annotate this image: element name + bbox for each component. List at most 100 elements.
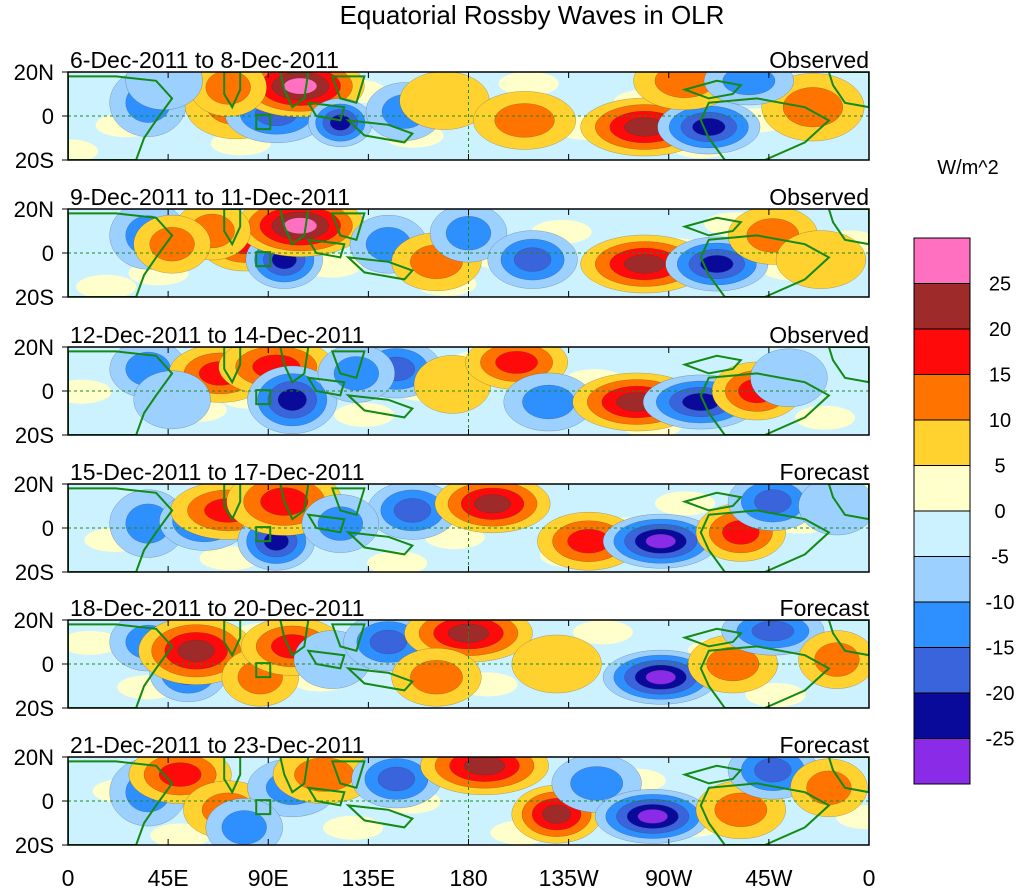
coastline: [681, 491, 743, 512]
reference-box: [255, 526, 272, 543]
coastline: [345, 667, 415, 692]
anomaly-contour: [494, 103, 555, 138]
x-axis: 0 45E 90E 135E 180 135W 90W 45W 0: [62, 865, 876, 890]
coastline: [279, 72, 310, 109]
anomaly-contour: [624, 254, 666, 274]
coastline: [306, 376, 346, 397]
coastline: [223, 757, 242, 795]
anomaly-contour: [317, 506, 363, 541]
anomaly-contour: [283, 77, 318, 95]
coastline: [306, 513, 346, 534]
panel-status: Forecast: [780, 732, 870, 758]
colorbar-swatch: [913, 510, 971, 557]
colorbar-swatch: [913, 738, 971, 785]
anomaly-contour: [798, 484, 869, 536]
coastline: [699, 97, 831, 160]
coastline: [345, 804, 415, 829]
coastline: [345, 119, 415, 144]
anomaly-contour: [410, 660, 463, 695]
coastline: [699, 782, 831, 845]
colorbar-label: -15: [986, 638, 1015, 660]
coastline: [279, 620, 310, 657]
anomaly-contour: [751, 620, 795, 642]
field-patch: [745, 682, 806, 707]
coastline: [306, 649, 346, 670]
colorbar-label: 25: [989, 274, 1011, 296]
coastline: [223, 484, 242, 522]
y-tick-label: 0: [42, 241, 54, 266]
colorbar-swatch: [913, 692, 971, 739]
anomaly-contour: [570, 766, 624, 801]
coastline: [279, 209, 310, 246]
x-tick-label: 135E: [342, 865, 396, 890]
coastline: [68, 623, 174, 708]
anomaly-contour: [177, 639, 215, 662]
olr-anomaly-field: [68, 757, 869, 845]
field-patch: [68, 379, 112, 404]
anomaly-contour: [473, 494, 512, 514]
coastline: [68, 350, 174, 435]
anomaly-contour: [542, 804, 572, 824]
anomaly-contour: [782, 87, 844, 128]
coastline: [279, 347, 310, 384]
colorbar-label: 5: [994, 456, 1005, 478]
y-tick-label: 0: [42, 379, 54, 404]
reference-box: [255, 389, 272, 406]
panel-status: Forecast: [780, 459, 870, 485]
olr-anomaly-field: [68, 620, 869, 708]
x-tick-label: 90E: [248, 865, 289, 890]
colorbar-swatch: [913, 374, 971, 421]
coastline: [68, 487, 174, 572]
colorbar-swatch: [913, 237, 971, 284]
y-tick-label: 20S: [15, 148, 54, 173]
panel-period: 18-Dec-2011 to 20-Dec-2011: [70, 595, 365, 621]
coastline: [827, 72, 869, 109]
coastline: [279, 757, 310, 794]
y-tick-label: 20S: [15, 423, 54, 448]
field-patch: [68, 139, 98, 160]
y-tick-label: 20N: [14, 745, 54, 770]
x-tick-label: 45W: [745, 865, 793, 890]
y-tick-label: 20N: [14, 60, 54, 85]
coastline: [345, 256, 415, 281]
x-tick-label: 90W: [645, 865, 693, 890]
coastline: [223, 620, 242, 658]
coastline: [699, 509, 831, 572]
panel-period: 6-Dec-2011 to 8-Dec-2011: [70, 47, 339, 73]
coastline: [827, 347, 869, 384]
panel-3: 20N 0 20S 12-Dec-2011 to 14-Dec-2011 Observe…: [14, 322, 870, 448]
coastline: [330, 487, 366, 517]
coastline: [68, 75, 174, 160]
coastline: [699, 372, 831, 435]
coastline: [681, 764, 743, 785]
anomaly-contour: [294, 757, 355, 792]
y-tick-label: 0: [42, 789, 54, 814]
reference-box: [255, 251, 272, 268]
colorbar-swatch: [913, 465, 971, 512]
coastline: [223, 209, 242, 247]
colorbar-label: 20: [989, 319, 1011, 341]
colorbar-swatch: [913, 328, 971, 375]
coastline: [306, 101, 346, 122]
chart-title: Equatorial Rossby Waves in OLR: [340, 0, 725, 30]
y-tick-label: 20S: [15, 833, 54, 858]
anomaly-contour: [775, 230, 866, 289]
panel-period: 12-Dec-2011 to 14-Dec-2011: [70, 322, 365, 348]
anomaly-contour: [692, 118, 726, 136]
anomaly-contour: [750, 348, 828, 408]
colorbar-label: -10: [986, 592, 1015, 614]
x-tick-label: 45E: [148, 865, 189, 890]
y-tick-label: 20S: [15, 560, 54, 585]
field-patch: [367, 551, 428, 572]
anomaly-contour: [814, 642, 860, 677]
panel-period: 21-Dec-2011 to 23-Dec-2011: [70, 732, 365, 758]
coastline: [827, 484, 869, 521]
colorbar-label: -5: [991, 547, 1009, 569]
anomaly-contour: [637, 809, 668, 824]
coastline: [68, 760, 174, 845]
y-tick-label: 0: [42, 104, 54, 129]
anomaly-contour: [645, 669, 676, 685]
y-tick-label: 0: [42, 652, 54, 677]
